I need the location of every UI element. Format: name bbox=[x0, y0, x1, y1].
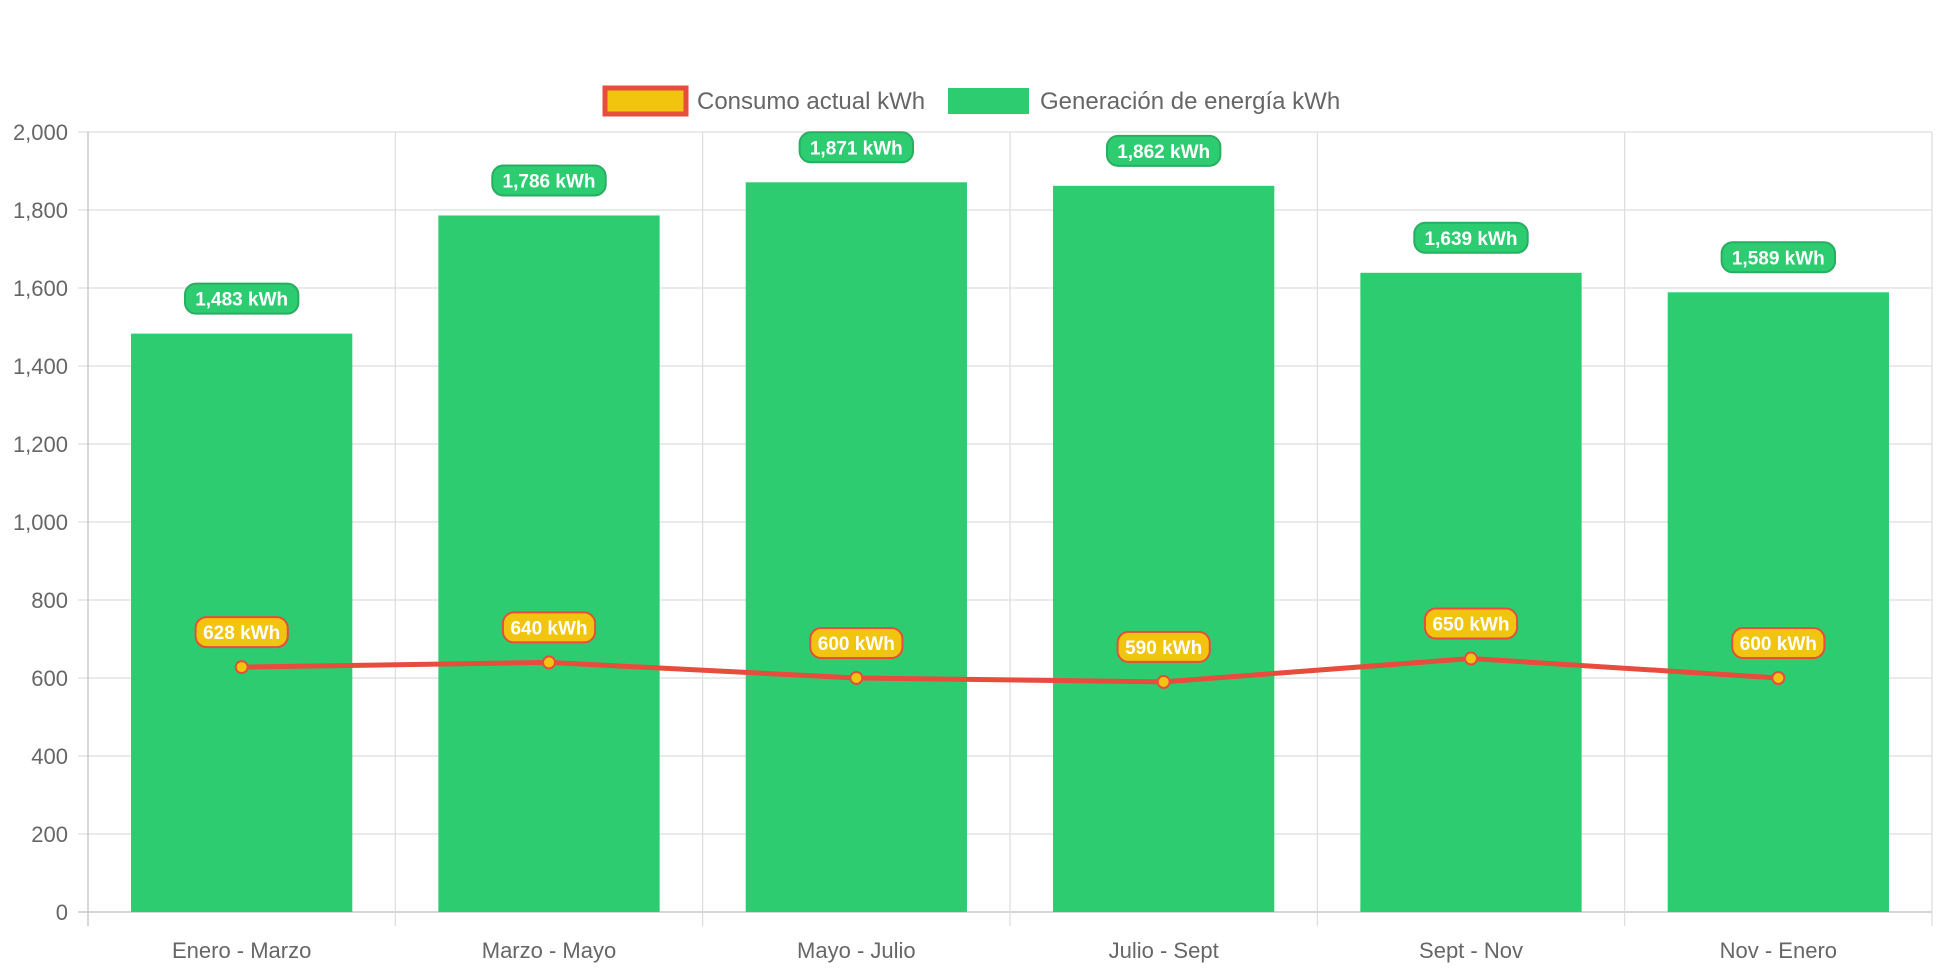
bar-data-label-background bbox=[183, 282, 300, 315]
line-data-label: 600 kWh bbox=[809, 627, 904, 659]
axes: 0 200 400 600 800 1,000 1,200 1,400 1,600 1,800 2,… bbox=[13, 120, 1837, 963]
legend-swatch-consumo bbox=[602, 85, 689, 117]
line-data-label: 590 kWh bbox=[1116, 630, 1211, 663]
x-tick-label: Sept - Nov bbox=[1419, 938, 1523, 963]
line-data-label-text: 590 kWh bbox=[1125, 638, 1202, 659]
line-data-label-background bbox=[1423, 607, 1519, 640]
line-data-label: 628 kWh bbox=[194, 616, 289, 649]
line-data-label-background bbox=[1731, 627, 1826, 659]
bar-data-label: 1,871 kWh bbox=[798, 131, 915, 164]
y-tick-label: 800 bbox=[31, 588, 68, 613]
y-tick-label: 1,200 bbox=[13, 432, 68, 457]
bar-data-label-background bbox=[1105, 134, 1222, 167]
y-tick-label: 0 bbox=[56, 900, 68, 925]
consumption-point bbox=[849, 671, 864, 685]
bar-data-label-background bbox=[1413, 221, 1529, 254]
line-data-label-text: 628 kWh bbox=[203, 623, 280, 644]
x-tick-label: Enero - Marzo bbox=[172, 938, 311, 963]
grid bbox=[78, 131, 1933, 926]
y-tick-label: 200 bbox=[31, 822, 68, 847]
y-tick-label: 1,400 bbox=[13, 354, 68, 379]
bar-data-label-background bbox=[491, 164, 607, 197]
legend: Consumo actual kWh Generación de energía… bbox=[602, 85, 1340, 117]
bar-data-label: 1,862 kWh bbox=[1105, 134, 1222, 167]
bar-data-label-text: 1,786 kWh bbox=[503, 171, 596, 192]
generation-bar bbox=[1053, 185, 1275, 912]
generation-bar bbox=[745, 182, 967, 912]
bar-data-label-text: 1,862 kWh bbox=[1117, 142, 1210, 163]
consumption-point bbox=[1771, 671, 1786, 685]
line-data-label: 640 kWh bbox=[501, 611, 597, 644]
line-data-label-background bbox=[809, 627, 904, 659]
consumption-point bbox=[542, 655, 556, 670]
x-tick-label: Marzo - Mayo bbox=[482, 938, 616, 963]
bar-data-label: 1,639 kWh bbox=[1413, 221, 1529, 254]
bar-series bbox=[131, 182, 1889, 912]
legend-item-generacion[interactable]: Generación de energía kWh bbox=[948, 88, 1340, 115]
bar-data-label: 1,589 kWh bbox=[1720, 241, 1837, 274]
bar-data-label-text: 1,871 kWh bbox=[810, 138, 903, 159]
legend-item-consumo[interactable]: Consumo actual kWh bbox=[602, 85, 925, 117]
bar-data-label-text: 1,639 kWh bbox=[1425, 229, 1518, 250]
generation-bar bbox=[438, 215, 660, 912]
line-data-label: 650 kWh bbox=[1423, 607, 1519, 640]
line-data-label-background bbox=[1116, 630, 1211, 663]
data-labels: 1,483 kWh 1,786 kWh 1,871 kWh 1,862 kWh 1,63… bbox=[183, 131, 1837, 663]
y-tick-label: 600 bbox=[31, 666, 68, 691]
line-data-label-text: 650 kWh bbox=[1432, 615, 1509, 636]
x-tick-label: Julio - Sept bbox=[1109, 938, 1219, 963]
bar-data-label-background bbox=[798, 131, 915, 164]
generation-bar bbox=[1667, 292, 1889, 912]
generation-bar bbox=[1360, 272, 1582, 912]
line-data-label-background bbox=[501, 611, 597, 644]
legend-label-consumo: Consumo actual kWh bbox=[697, 88, 925, 115]
bar-data-label-text: 1,589 kWh bbox=[1732, 248, 1825, 269]
consumption-line bbox=[239, 656, 1781, 685]
y-tick-label: 1,800 bbox=[13, 198, 68, 223]
y-tick-label: 1,000 bbox=[13, 510, 68, 535]
consumption-point bbox=[1156, 674, 1171, 689]
y-tick-label: 1,600 bbox=[13, 276, 68, 301]
legend-swatch-generacion bbox=[948, 88, 1029, 114]
line-data-label-text: 640 kWh bbox=[510, 618, 587, 639]
bar-data-label-text: 1,483 kWh bbox=[195, 290, 288, 311]
consumption-point bbox=[1464, 651, 1478, 666]
line-data-label-text: 600 kWh bbox=[1740, 634, 1817, 655]
line-data-label-text: 600 kWh bbox=[818, 634, 895, 655]
legend-label-generacion: Generación de energía kWh bbox=[1040, 88, 1340, 115]
bar-data-label: 1,786 kWh bbox=[491, 164, 607, 197]
line-series bbox=[234, 651, 1786, 689]
bar-data-label: 1,483 kWh bbox=[183, 282, 300, 315]
consumption-point bbox=[234, 660, 249, 675]
y-tick-label: 2,000 bbox=[13, 120, 68, 145]
bar-data-label-background bbox=[1720, 241, 1837, 274]
line-data-label: 600 kWh bbox=[1731, 627, 1826, 659]
line-data-label-background bbox=[194, 616, 289, 649]
x-tick-label: Mayo - Julio bbox=[797, 938, 916, 963]
x-tick-label: Nov - Enero bbox=[1720, 938, 1837, 963]
y-tick-label: 400 bbox=[31, 744, 68, 769]
